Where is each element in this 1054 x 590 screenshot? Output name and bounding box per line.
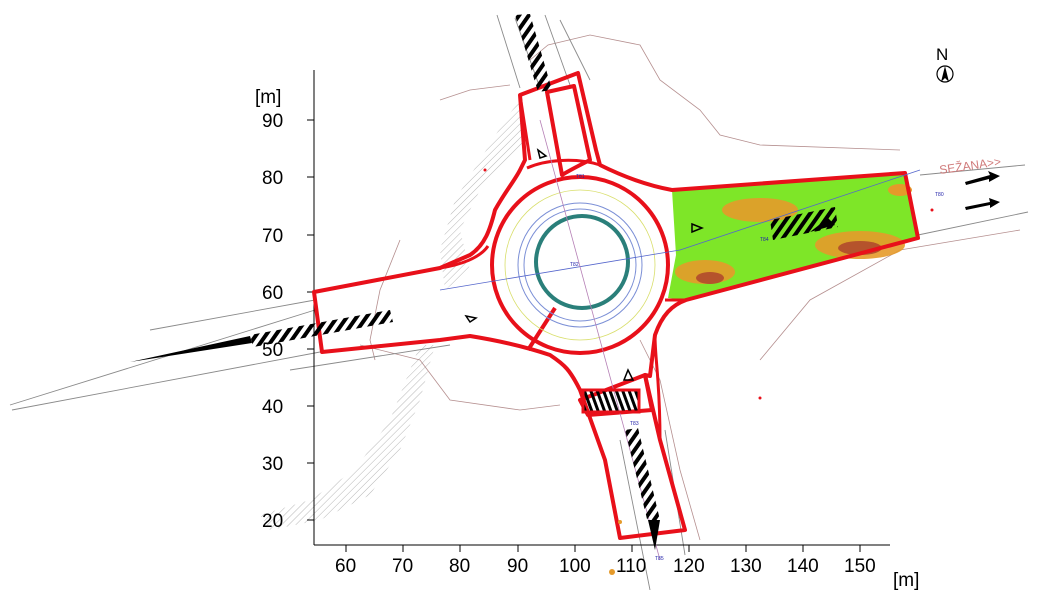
y-tick-label: 50 [262,340,283,361]
y-unit-label: [m] [255,87,281,108]
small-label: T82 [570,262,579,268]
y-tick-label: 90 [262,111,283,132]
east-arrow-lower [965,198,1000,210]
north-compass: N [936,45,954,83]
y-tick-label: 70 [262,226,283,247]
y-tick-label: 40 [262,397,283,418]
x-tick-label: 150 [844,556,876,577]
small-label: T83 [630,421,639,427]
west-arrow [130,336,252,362]
x-tick-label: 120 [673,556,705,577]
north-label: N [936,45,948,64]
x-tick-label: 90 [507,556,528,577]
x-axis [314,544,890,552]
y-tick-label: 80 [262,168,283,189]
site-markers [483,168,934,575]
x-unit-label: [m] [893,570,919,590]
small-label: T81 [576,174,585,180]
direction-arrows [130,171,1000,550]
y-axis [307,70,315,545]
y-tick-label: 20 [262,511,283,532]
small-label: T85 [655,556,664,562]
yield-signs [464,148,705,381]
x-tick-label: 140 [787,556,819,577]
small-label: T80 [935,192,944,198]
embankment-hatching [260,100,525,530]
x-tick-label: 80 [449,556,470,577]
small-label: T84 [760,237,769,243]
south-arrow [648,520,660,550]
road-outline [312,71,920,540]
x-tick-label: 60 [335,556,356,577]
x-tick-label: 110 [616,556,646,577]
roundabout-arrow-east [810,218,835,232]
y-tick-label: 60 [262,283,283,304]
x-tick-label: 100 [559,556,591,577]
east-arm-fill [668,173,918,300]
x-tick-label: 130 [730,556,762,577]
east-arrow-upper [965,171,1000,185]
lane-edges [313,72,687,539]
zebra-crossings [250,14,838,523]
y-tick-label: 30 [262,454,283,475]
x-tick-label: 70 [392,556,413,577]
central-island [504,189,656,341]
